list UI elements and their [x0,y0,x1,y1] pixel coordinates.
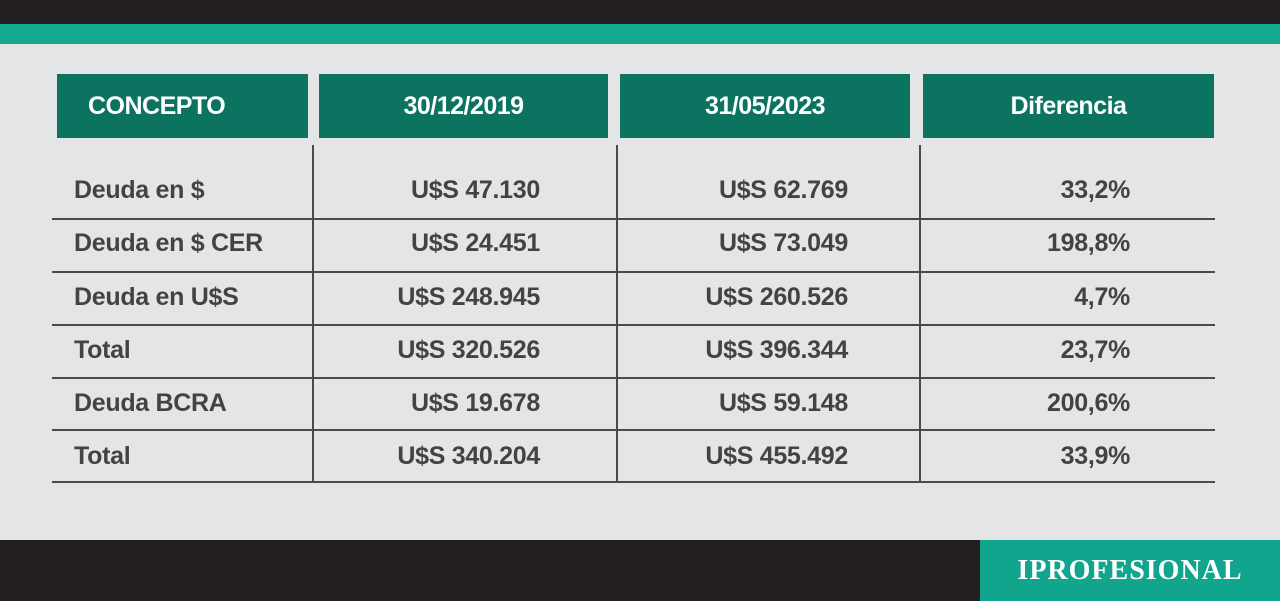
header-cell: 30/12/2019 [319,74,608,138]
row-divider [52,377,1215,379]
header-cell: 31/05/2023 [620,74,910,138]
row-divider [52,218,1215,220]
value-cell: U$S 59.148 [718,389,848,417]
value-cell: U$S 320.526 [397,336,540,364]
top-band [0,0,1280,24]
bottom-band [0,540,980,601]
header-cell: CONCEPTO [57,74,308,138]
value-cell: U$S 455.492 [705,442,848,470]
row-label: Deuda en $ [74,176,205,204]
value-cell: 33,2% [1060,176,1131,204]
row-divider [52,481,1215,483]
value-cell: 200,6% [1047,389,1130,417]
value-cell: U$S 19.678 [410,389,540,417]
column-divider [312,145,314,482]
row-label: Deuda en $ CER [74,229,263,257]
value-cell: U$S 340.204 [397,442,540,470]
value-cell: U$S 396.344 [705,336,848,364]
row-divider [52,429,1215,431]
value-cell: U$S 62.769 [718,176,848,204]
brand-logo: IPROFESIONAL [980,540,1280,601]
value-cell: U$S 24.451 [410,229,540,257]
row-divider [52,324,1215,326]
accent-band [0,24,1280,44]
value-cell: 4,7% [1074,283,1130,311]
value-cell: 23,7% [1060,336,1131,364]
row-label: Total [74,442,131,470]
value-cell: 33,9% [1060,442,1131,470]
row-divider [52,271,1215,273]
value-cell: 198,8% [1047,229,1130,257]
value-cell: U$S 47.130 [410,176,540,204]
row-label: Deuda BCRA [74,389,227,417]
row-label: Deuda en U$S [74,283,239,311]
column-divider [919,145,921,482]
value-cell: U$S 73.049 [718,229,848,257]
value-cell: U$S 260.526 [705,283,848,311]
row-label: Total [74,336,131,364]
header-cell: Diferencia [923,74,1214,138]
column-divider [616,145,618,482]
value-cell: U$S 248.945 [397,283,540,311]
